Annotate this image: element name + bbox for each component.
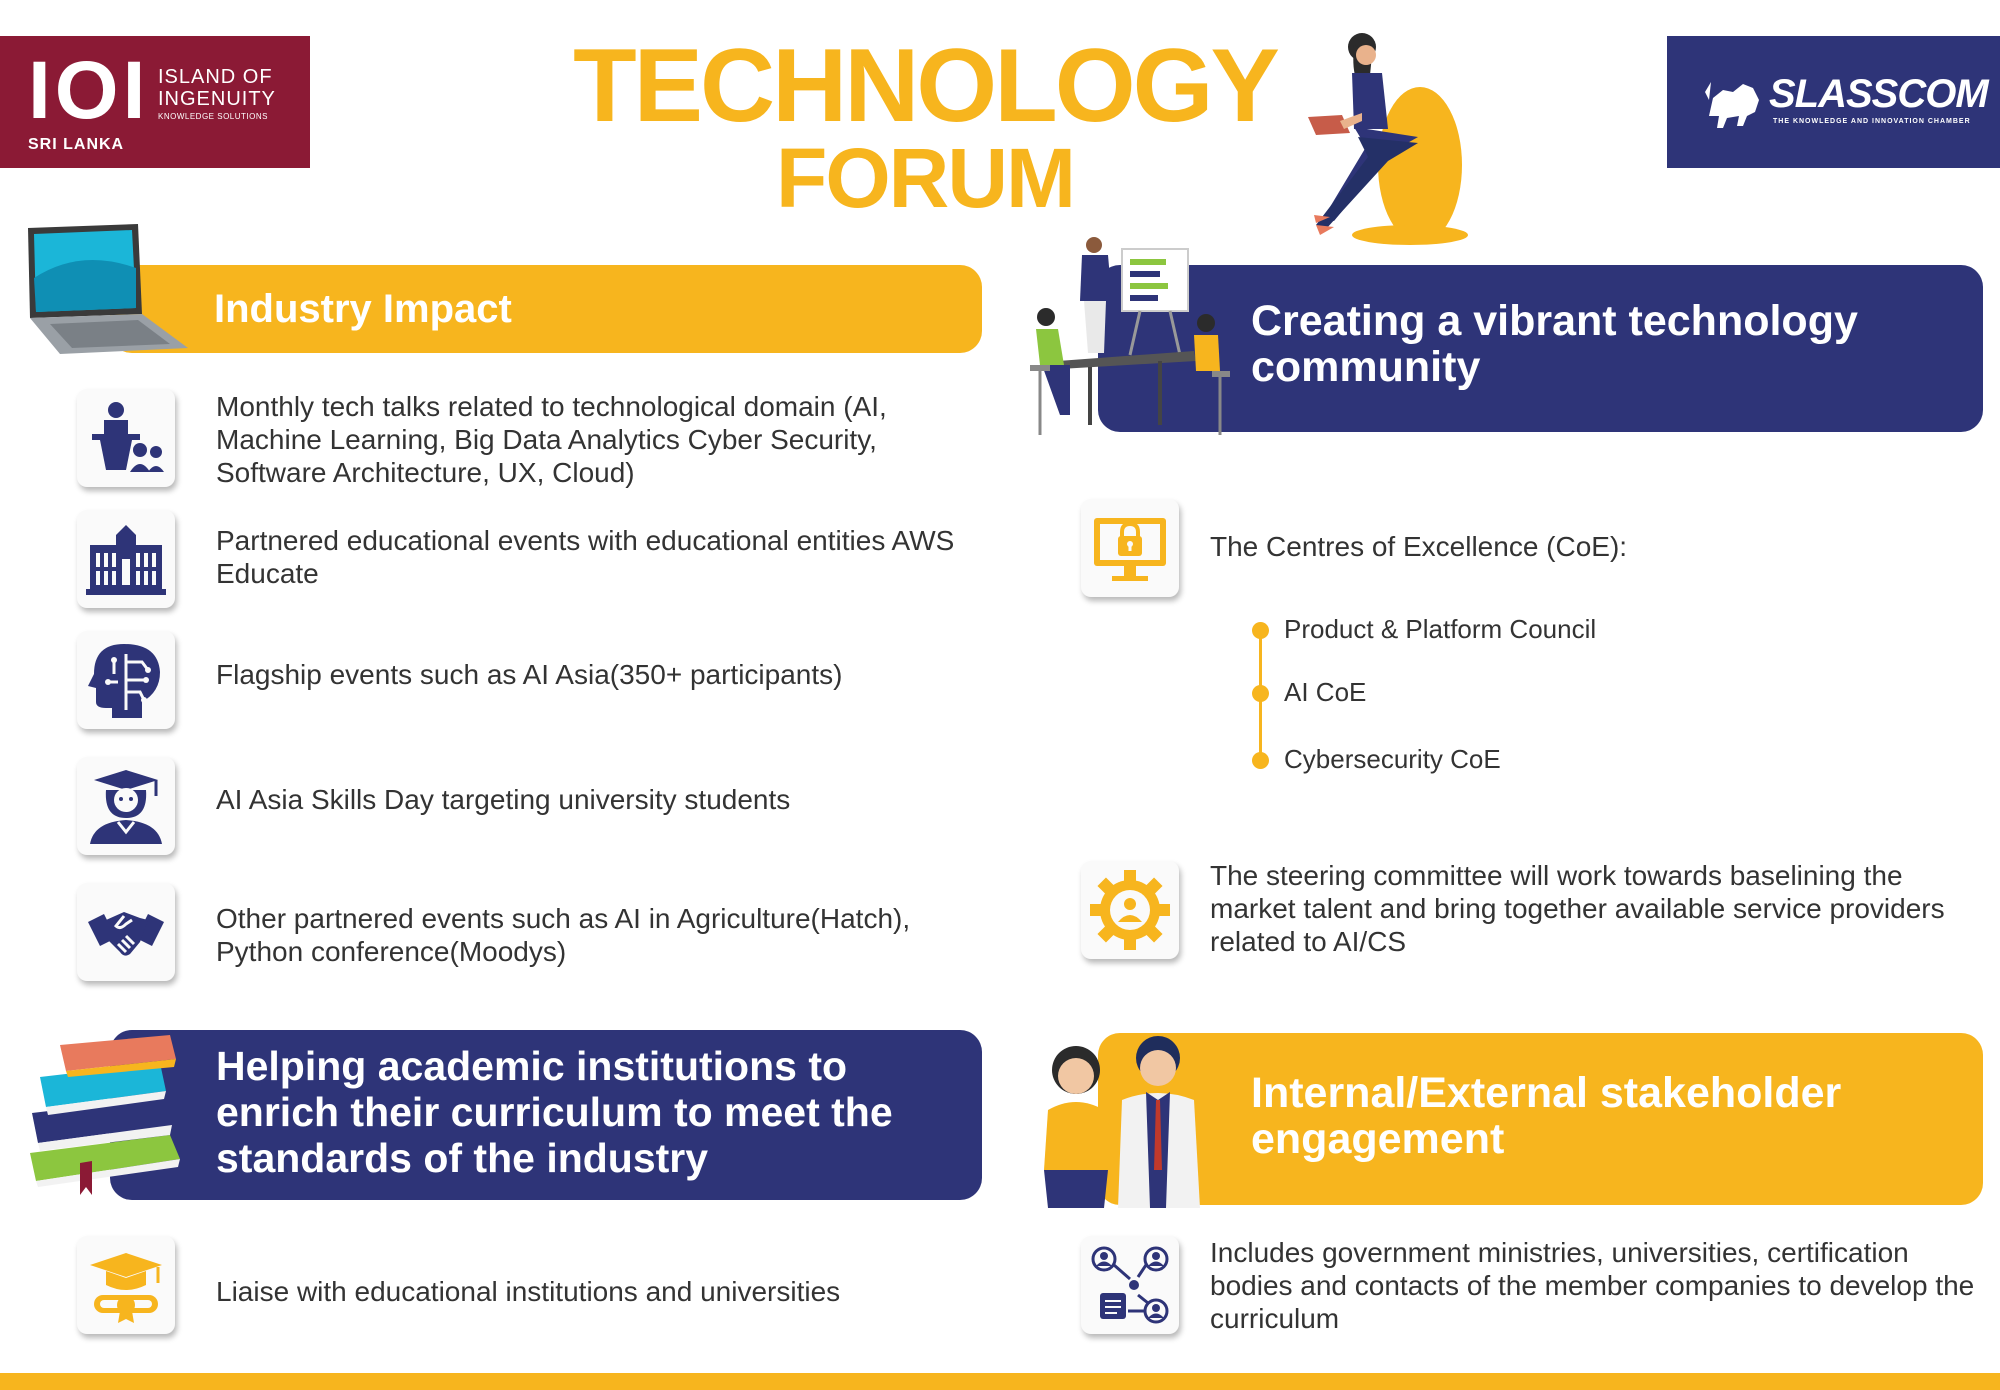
industry-impact-header	[110, 265, 982, 353]
vibrant-community-header	[1098, 265, 1983, 432]
ai-head-icon-tile	[77, 631, 175, 729]
ioi-logo: IOI ISLAND OF INGENUITY KNOWLEDGE SOLUTI…	[0, 36, 310, 168]
industry-item-text: Partnered educational events with educat…	[216, 525, 955, 589]
page-title: TECHNOLOGY	[573, 28, 1280, 144]
university-building-icon-tile	[77, 510, 175, 608]
university-building-icon	[86, 525, 166, 595]
industry-item-text: Flagship events such as AI Asia(350+ par…	[216, 659, 843, 690]
lecture-icon-tile	[77, 389, 175, 487]
ioi-logo-line1: ISLAND OF	[158, 66, 273, 88]
ioi-logo-country: SRI LANKA	[28, 136, 125, 153]
graduation-cap-diploma-icon	[90, 1253, 162, 1323]
gear-person-icon-tile	[1081, 861, 1179, 959]
monitor-lock-icon-tile	[1081, 499, 1179, 597]
lecture-icon	[92, 402, 164, 472]
books-illustration	[30, 1035, 180, 1195]
slasscom-logo: SLASSCOM THE KNOWLEDGE AND INNOVATION CH…	[1667, 36, 2000, 168]
handshake-icon	[88, 912, 164, 956]
network-people-icon-tile	[1081, 1236, 1179, 1334]
stakeholder-header	[1098, 1033, 1983, 1205]
industry-item-text: AI Asia Skills Day targeting university …	[216, 784, 791, 815]
ai-head-icon	[88, 644, 160, 718]
network-people-icon	[1091, 1246, 1169, 1324]
graduation-cap-diploma-icon-tile	[77, 1236, 175, 1334]
helping-academic-heading: Helping academic institutions to enrich …	[216, 1043, 893, 1181]
monitor-lock-icon	[1094, 518, 1166, 581]
gear-person-icon	[1090, 870, 1170, 950]
ioi-logo-mark: IOI	[28, 45, 150, 136]
coe-bullet	[1252, 685, 1269, 702]
stakeholder-item-text: Includes government ministries, universi…	[1210, 1237, 1975, 1334]
slasscom-name: SLASSCOM	[1769, 72, 1989, 116]
people-illustration	[1044, 1036, 1200, 1208]
industry-impact-heading: Industry Impact	[214, 287, 512, 331]
ioi-logo-line2: INGENUITY	[158, 88, 276, 110]
steering-committee-text: The steering committee will work towards…	[1210, 860, 1945, 957]
coe-bullet	[1252, 752, 1269, 769]
page-subtitle: FORUM	[776, 131, 1076, 225]
meeting-illustration	[1030, 237, 1230, 435]
industry-item-text: Other partnered events such as AI in Agr…	[216, 903, 911, 967]
stakeholder-heading: Internal/External stakeholder engagement	[1251, 1069, 1842, 1163]
slasscom-tagline: THE KNOWLEDGE AND INNOVATION CHAMBER	[1773, 118, 1971, 125]
industry-item-text: Monthly tech talks related to technologi…	[216, 391, 887, 488]
coe-list-item: AI CoE	[1284, 677, 1367, 707]
graduate-student-icon-tile	[77, 757, 175, 855]
woman-laptop-illustration	[1308, 33, 1468, 245]
coe-list-item: Product & Platform Council	[1284, 614, 1597, 644]
helping-academic-header	[110, 1030, 982, 1200]
helping-item-text: Liaise with educational institutions and…	[216, 1276, 841, 1307]
vibrant-community-heading: Creating a vibrant technology community	[1251, 297, 1858, 391]
bottom-accent-bar	[0, 1373, 2000, 1390]
coe-bullet	[1252, 622, 1269, 639]
ioi-logo-line3: KNOWLEDGE SOLUTIONS	[158, 112, 268, 121]
coe-label: The Centres of Excellence (CoE):	[1210, 531, 1628, 562]
graduate-student-icon	[90, 770, 162, 844]
laptop-illustration	[28, 224, 188, 354]
coe-list-item: Cybersecurity CoE	[1284, 744, 1501, 774]
handshake-icon-tile	[77, 883, 175, 981]
lion-icon	[1705, 82, 1759, 128]
